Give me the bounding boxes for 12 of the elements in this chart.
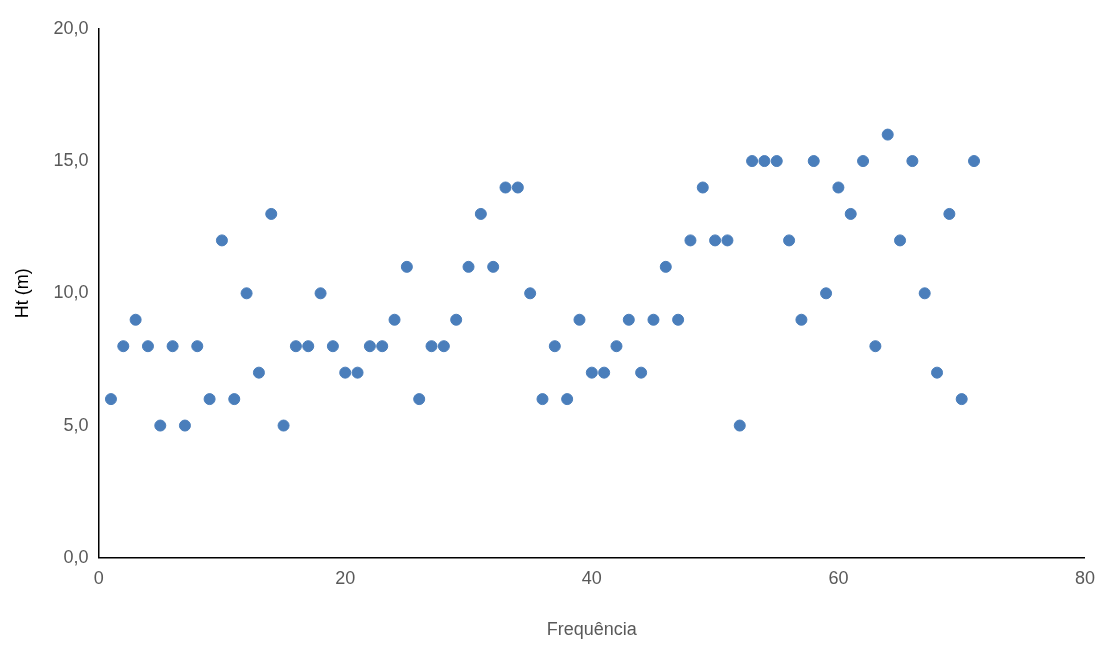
y-tick-label: 0,0 [63, 546, 89, 567]
x-tick-label: 60 [828, 567, 849, 588]
x-axis-title: Frequência [546, 619, 638, 640]
y-tick-label: 20,0 [53, 17, 89, 38]
y-axis-title: Ht (m) [11, 268, 32, 319]
y-tick-label: 15,0 [53, 150, 89, 171]
y-tick-label: 10,0 [53, 282, 89, 303]
y-tick-label: 5,0 [63, 414, 89, 435]
x-tick-label: 20 [335, 567, 356, 588]
x-tick-label: 0 [93, 567, 104, 588]
x-tick-label: 40 [581, 567, 602, 588]
x-tick-label: 80 [1074, 567, 1095, 588]
